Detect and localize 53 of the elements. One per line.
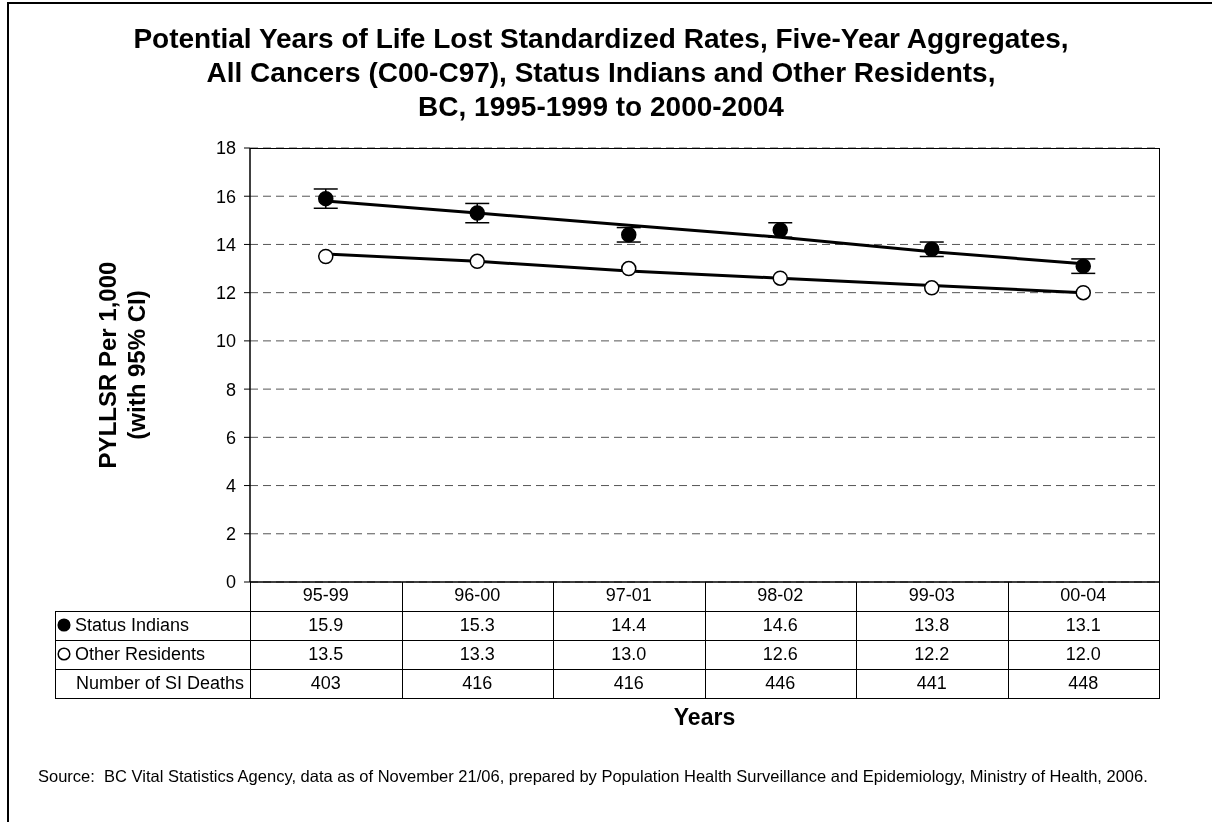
data-label: 446 <box>704 669 857 699</box>
y-tick-label: 8 <box>225 379 236 400</box>
y-tick-label: 10 <box>215 331 236 352</box>
legend-label: Status Indians <box>74 614 190 637</box>
data-label: 416 <box>401 669 554 699</box>
point <box>621 260 637 277</box>
data-label: 416 <box>553 669 706 699</box>
x-tick-label: 98-02 <box>757 584 804 605</box>
x-axis-title: Years <box>672 704 737 730</box>
point <box>469 205 485 221</box>
data-label: 15.3 <box>458 614 496 637</box>
data-label: 12.6 <box>761 643 799 666</box>
data-label: 13.5 <box>307 643 345 666</box>
point <box>772 270 788 286</box>
y-tick-label: 2 <box>225 524 236 545</box>
data-label: 14.6 <box>761 614 799 637</box>
point <box>1075 258 1091 274</box>
data-label: 14.4 <box>610 614 648 637</box>
data-label: 403 <box>250 669 403 699</box>
x-tick-label: 97-01 <box>605 584 652 605</box>
data-label: 13.3 <box>458 643 496 666</box>
point <box>318 248 334 265</box>
chart-title: Potential Years of Life Lost Standardized Rates, Five-Year Aggregates, All Cancers (C00-C97), Status Indians and Other Residents, BC, 1995-1999 to 2000-2004 <box>132 22 1070 124</box>
point <box>924 280 940 296</box>
legend-label: Other Residents <box>74 643 206 666</box>
y-tick-label: 4 <box>225 475 236 496</box>
y-tick-label: 12 <box>215 283 236 304</box>
source-note: Source: BC Vital Statistics Agency, data as of November 21/06, prepared by Population Health Surveillance and Epidemiology, Ministry of Health, 2006. <box>38 767 1148 786</box>
data-label: 12.0 <box>1064 643 1102 666</box>
x-tick-label: 95-99 <box>302 584 349 605</box>
data-label: 13.8 <box>913 614 951 637</box>
point <box>621 227 637 243</box>
point <box>318 190 334 207</box>
data-label: 13.1 <box>1064 614 1102 637</box>
text: Number of SI Deaths <box>55 669 251 699</box>
y-tick-label: 18 <box>215 138 236 159</box>
data-label: 12.2 <box>913 643 951 666</box>
data-label: 448 <box>1007 669 1160 699</box>
data-label: 15.9 <box>307 614 345 637</box>
x-tick-label: 96-00 <box>454 584 501 605</box>
y-tick-label: 14 <box>215 234 236 255</box>
point <box>772 222 788 238</box>
y-tick-label: 16 <box>215 186 236 207</box>
point <box>1075 284 1091 301</box>
data-label: 13.0 <box>610 643 648 666</box>
y-tick-label: 0 <box>225 572 236 593</box>
y-axis-title: PYLLSR Per 1,000 (with 95% CI) <box>93 261 151 469</box>
point <box>924 241 940 258</box>
point <box>469 253 485 270</box>
x-tick-label: 99-03 <box>908 584 955 605</box>
x-tick-label: 00-04 <box>1060 584 1107 605</box>
y-tick-label: 6 <box>225 427 236 448</box>
data-label: 441 <box>856 669 1009 699</box>
